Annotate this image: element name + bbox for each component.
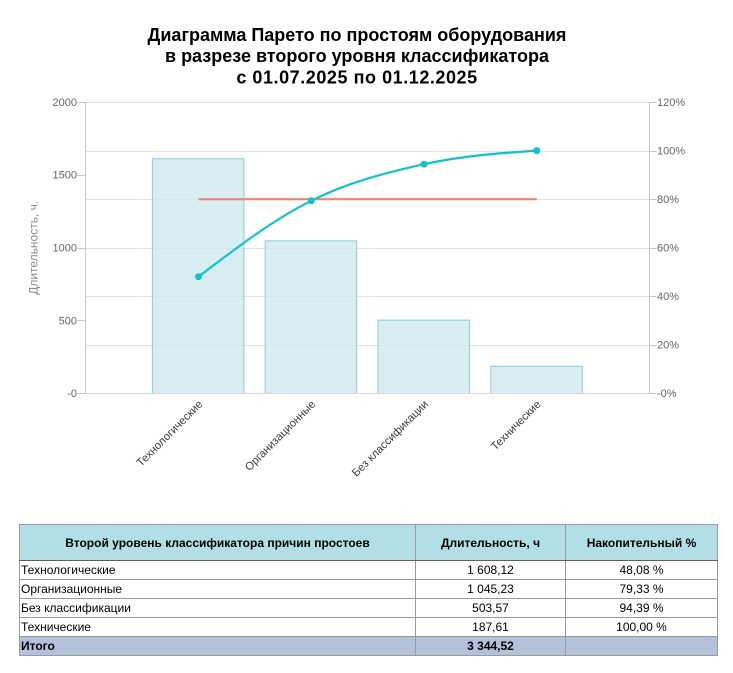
svg-text:80%: 80% — [657, 194, 679, 206]
svg-text:60%: 60% — [657, 243, 679, 255]
svg-text:Диаграмма Парето по простоям о: Диаграмма Парето по простоям оборудовани… — [148, 25, 567, 45]
svg-text:2000: 2000 — [53, 97, 77, 109]
svg-text:500: 500 — [59, 315, 77, 327]
svg-text:120%: 120% — [657, 97, 685, 109]
svg-text:-0%: -0% — [657, 388, 677, 400]
svg-text:Организационные: Организационные — [243, 398, 318, 473]
svg-text:100%: 100% — [657, 146, 685, 158]
svg-text:в разрезе второго уровня класс: в разрезе второго уровня классификатора — [165, 46, 550, 66]
svg-text:40%: 40% — [657, 291, 679, 303]
svg-text:20%: 20% — [657, 340, 679, 352]
svg-text:1500: 1500 — [53, 170, 77, 182]
svg-text:Технологические: Технологические — [135, 398, 206, 469]
svg-text:с 01.07.2025 по 01.12.2025: с 01.07.2025 по 01.12.2025 — [236, 68, 477, 88]
svg-text:Технические: Технические — [489, 398, 544, 453]
svg-text:Длительность, ч.: Длительность, ч. — [26, 201, 40, 295]
svg-text:Без классификации: Без классификации — [350, 398, 431, 479]
svg-text:1000: 1000 — [53, 243, 77, 255]
svg-text:-0: -0 — [67, 388, 77, 400]
